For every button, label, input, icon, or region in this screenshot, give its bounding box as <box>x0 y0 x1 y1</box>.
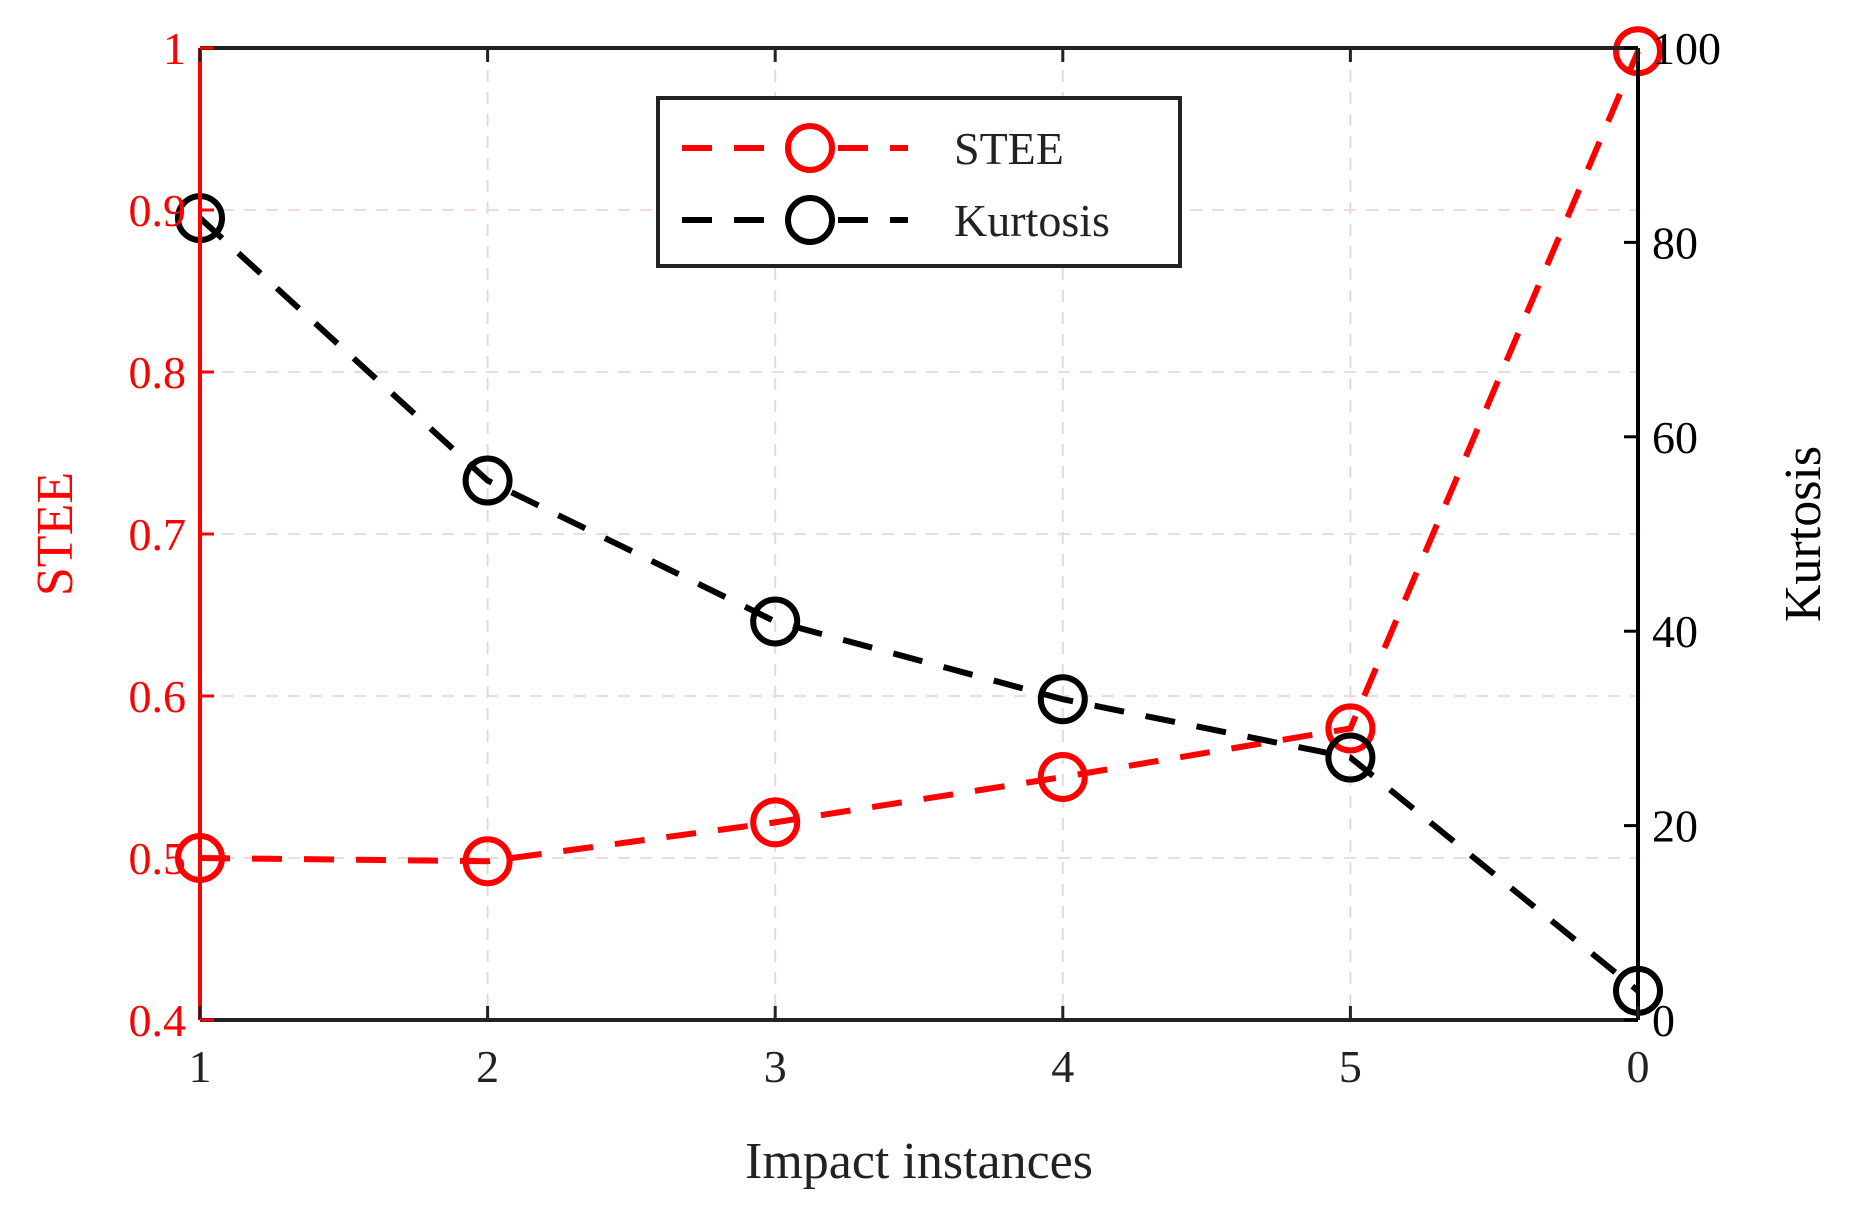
left-y-tick-label: 0.4 <box>129 995 187 1046</box>
x-tick-label: 5 <box>1339 1041 1362 1092</box>
right-y-tick-label: 20 <box>1652 801 1698 852</box>
legend: STEE Kurtosis <box>656 96 1182 268</box>
left-y-tick-label: 0.8 <box>129 347 187 398</box>
right-y-tick-label: 40 <box>1652 606 1698 657</box>
legend-label-stee: STEE <box>954 123 1064 174</box>
left-y-tick-label: 0.5 <box>129 833 187 884</box>
x-axis-label: Impact instances <box>745 1133 1093 1190</box>
left-y-tick-label: 0.7 <box>129 509 187 560</box>
data-point-kurtosis <box>1037 674 1088 725</box>
legend-marker-stee <box>785 123 835 173</box>
data-point-kurtosis <box>750 596 801 647</box>
left-y-axis-label: STEE <box>27 472 84 596</box>
data-point-kurtosis <box>1325 732 1376 783</box>
left-y-tick-label: 0.9 <box>129 185 187 236</box>
ticks: 1 2 3 4 5 0 0.4 0.5 0.6 0.7 0.8 0.9 1 0 20 40 60 80 100 <box>129 23 1722 1092</box>
x-tick-label: 1 <box>189 1041 212 1092</box>
axis-labels: Impact instances STEE Kurtosis <box>27 446 1832 1190</box>
x-tick-label: 4 <box>1051 1041 1074 1092</box>
data-point-stee <box>1325 703 1376 754</box>
left-y-tick-label: 1 <box>163 23 186 74</box>
legend-marker-kurtosis <box>785 195 835 245</box>
right-y-tick-label: 80 <box>1652 217 1698 268</box>
data-point-stee <box>750 797 801 848</box>
legend-entry-kurtosis: Kurtosis <box>682 195 1110 246</box>
right-y-tick-label: 60 <box>1652 412 1698 463</box>
legend-label-kurtosis: Kurtosis <box>954 195 1110 246</box>
legend-box <box>656 96 1182 268</box>
data-point-stee <box>1037 752 1088 802</box>
data-point-stee <box>462 836 513 887</box>
x-tick-label: 0 <box>1627 1041 1650 1092</box>
left-y-tick-label: 0.6 <box>129 671 187 722</box>
data-point-kurtosis <box>462 455 513 506</box>
right-y-tick-label: 100 <box>1652 23 1721 74</box>
series-line-kurtosis <box>197 215 1640 994</box>
right-y-tick-label: 0 <box>1652 995 1675 1046</box>
x-tick-label: 2 <box>476 1041 499 1092</box>
legend-entry-stee: STEE <box>682 123 1064 174</box>
right-y-axis-label: Kurtosis <box>1775 446 1832 622</box>
x-tick-label: 3 <box>764 1041 787 1092</box>
